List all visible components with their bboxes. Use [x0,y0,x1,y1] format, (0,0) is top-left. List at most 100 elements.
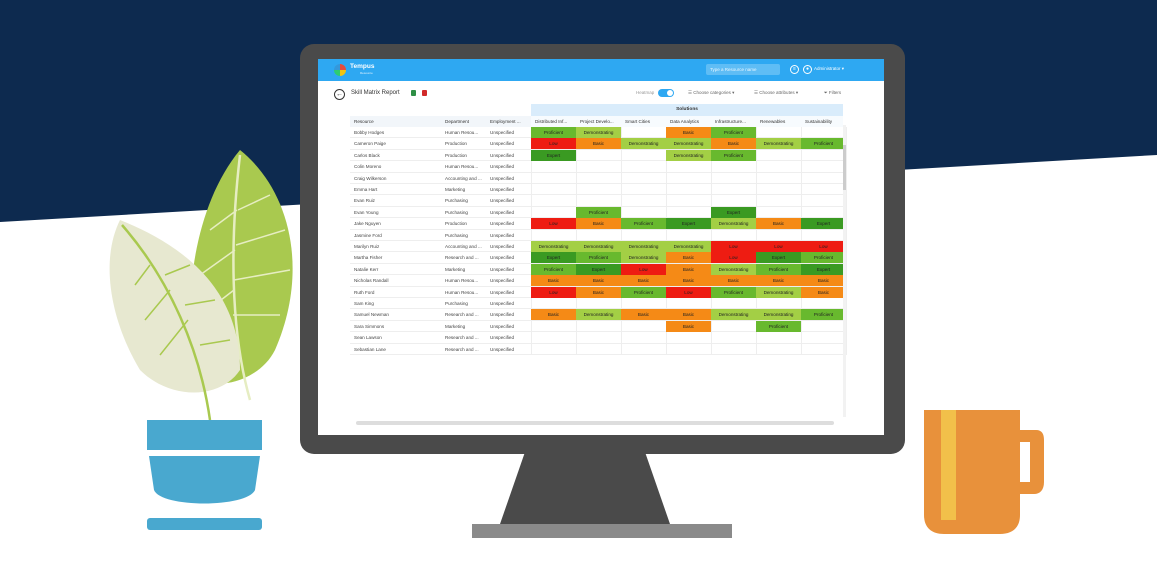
skill-level-cell[interactable]: Basic [711,275,756,287]
column-header-skill[interactable]: Smart Cities [625,119,651,124]
skill-level-cell[interactable]: Proficient [756,263,801,275]
skill-level-cell[interactable]: Demonstrating [576,241,621,252]
skill-level-cell[interactable]: Proficient [711,286,756,298]
skill-level-cell[interactable]: Basic [621,309,666,321]
table-row[interactable]: Jasmine Ford Purchasing Unspecified [350,230,843,241]
table-row[interactable]: Sean Lawson Research and ... Unspecified [350,332,843,344]
table-row[interactable]: Nicholas Randall Human Resou... Unspecifie… [350,275,846,287]
skill-level-cell[interactable]: Basic [531,309,576,321]
skill-level-cell[interactable]: Demonstrating [756,286,801,298]
column-header-skill[interactable]: Distributed Inf... [535,119,568,124]
skill-level-cell[interactable]: Low [531,138,576,150]
column-header-department[interactable]: Department [445,119,470,124]
skill-level-cell[interactable]: Low [711,252,756,264]
user-avatar-icon[interactable]: ● [803,65,812,74]
skill-level-cell[interactable]: Low [621,263,666,275]
skill-level-cell[interactable]: Basic [666,263,711,275]
skill-level-cell[interactable]: Low [666,286,711,298]
skill-level-cell[interactable]: Basic [666,320,711,332]
skill-level-cell[interactable]: Basic [576,275,621,287]
skill-level-cell[interactable]: Proficient [711,127,756,138]
skill-level-cell[interactable]: Demonstrating [621,252,666,264]
column-header-skill[interactable]: Sustainability [805,119,833,124]
table-row[interactable]: Natalie Kerr Marketing Unspecified Proficie… [350,263,846,276]
table-row[interactable]: Evan Ruiz Purchasing Unspecified [350,195,843,207]
skill-level-cell[interactable]: Proficient [801,138,846,150]
skill-level-cell[interactable]: Basic [621,275,666,287]
column-header-skill[interactable]: Project Develo... [580,119,614,124]
skill-level-cell[interactable]: Demonstrating [711,309,756,321]
skill-level-cell[interactable]: Basic [666,275,711,287]
skill-level-cell[interactable]: Expert [801,218,846,230]
table-row[interactable]: Sara Simmons Marketing Unspecified Basic Pro… [350,320,843,333]
column-header-skill[interactable]: Renewables [760,119,786,124]
menu-icon[interactable]: ≡ [790,65,799,74]
skill-level-cell[interactable]: Basic [801,286,846,298]
table-row[interactable]: Evan Young Purchasing Unspecified Proficien… [350,206,843,219]
filters-button[interactable]: ⏷ Filters [824,90,842,95]
skill-level-cell[interactable]: Basic [756,275,801,287]
skill-level-cell[interactable]: Proficient [621,218,666,230]
user-menu[interactable]: Administrator ▾ [814,66,845,71]
skill-level-cell[interactable]: Demonstrating [576,309,621,321]
skill-level-cell[interactable]: Basic [531,275,576,287]
skill-level-cell[interactable]: Basic [576,286,621,298]
skill-level-cell[interactable]: Basic [711,138,756,150]
skill-level-cell[interactable]: Low [801,241,846,252]
table-row[interactable]: Emma Hart Marketing Unspecified [350,184,843,196]
skill-level-cell[interactable]: Demonstrating [666,138,711,150]
heatmap-toggle[interactable] [658,89,674,97]
skill-level-cell[interactable]: Demonstrating [621,138,666,150]
skill-level-cell[interactable]: Demonstrating [666,241,711,252]
vertical-scrollbar-thumb[interactable] [843,145,846,190]
skill-level-cell[interactable]: Demonstrating [756,138,801,150]
column-header-resource[interactable]: Resource [354,119,374,124]
skill-level-cell[interactable]: Demonstrating [711,218,756,230]
skill-level-cell[interactable]: Demonstrating [621,241,666,252]
skill-level-cell[interactable]: Low [711,241,756,252]
skill-level-cell[interactable]: Expert [531,252,576,264]
table-row[interactable]: Samuel Newman Research and ... Unspecified… [350,309,846,321]
column-header-skill[interactable]: Data Analytics [670,119,700,124]
skill-level-cell[interactable]: Basic [576,218,621,230]
table-row[interactable]: Marilyn Ruiz Accounting and ... Unspecifie… [350,241,846,253]
skill-level-cell[interactable]: Low [756,241,801,252]
skill-level-cell[interactable]: Expert [756,252,801,264]
skill-level-cell[interactable]: Expert [531,149,576,161]
choose-categories-dropdown[interactable]: ☰ Choose categories ▾ [688,90,735,95]
table-row[interactable]: Bobby Hodges Human Resou... Unspecified Pro… [350,127,843,139]
skill-level-cell[interactable]: Expert [711,206,756,218]
vertical-scrollbar[interactable] [843,125,846,417]
skill-level-cell[interactable]: Proficient [531,127,576,138]
skill-level-cell[interactable]: Low [531,286,576,298]
skill-level-cell[interactable]: Basic [801,275,846,287]
skill-level-cell[interactable]: Proficient [711,149,756,161]
skill-level-cell[interactable]: Low [531,218,576,230]
horizontal-scrollbar[interactable] [356,421,834,425]
choose-attributes-dropdown[interactable]: ☰ Choose attributes ▾ [754,90,799,95]
table-row[interactable]: Sebastian Lane Research and ... Unspecifie… [350,344,843,355]
skill-level-cell[interactable]: Basic [666,127,711,138]
skill-level-cell[interactable]: Expert [801,263,846,275]
table-row[interactable]: Martha Fisher Research and ... Unspecified… [350,252,846,264]
skill-level-cell[interactable]: Basic [666,252,711,264]
table-row[interactable]: Craig Wilkerson Accounting and ... Unspeci… [350,173,843,184]
skill-level-cell[interactable]: Demonstrating [666,149,711,161]
skill-level-cell[interactable]: Demonstrating [576,127,621,138]
skill-level-cell[interactable]: Proficient [576,252,621,264]
table-row[interactable]: Jake Nguyen Production Unspecified Low Basic… [350,218,846,230]
skill-level-cell[interactable]: Demonstrating [756,309,801,321]
table-row[interactable]: Colin Moreno Human Resou... Unspecified [350,161,843,173]
table-row[interactable]: Cameron Paige Production Unspecified Low Bas… [350,138,846,150]
excel-export-icon[interactable] [411,90,416,96]
skill-level-cell[interactable]: Proficient [576,206,621,218]
skill-level-cell[interactable]: Proficient [801,309,846,321]
skill-level-cell[interactable]: Demonstrating [711,263,756,275]
table-row[interactable]: Carlos Black Production Unspecified Expert D… [350,149,843,162]
skill-level-cell[interactable]: Expert [666,218,711,230]
skill-level-cell[interactable]: Proficient [531,263,576,275]
skill-level-cell[interactable]: Basic [576,138,621,150]
table-row[interactable]: Ruth Ford Human Resou... Unspecified Low Bas… [350,286,846,298]
table-row[interactable]: Sam King Purchasing Unspecified [350,298,843,310]
resource-search-input[interactable]: Type a Resource name [706,64,780,75]
